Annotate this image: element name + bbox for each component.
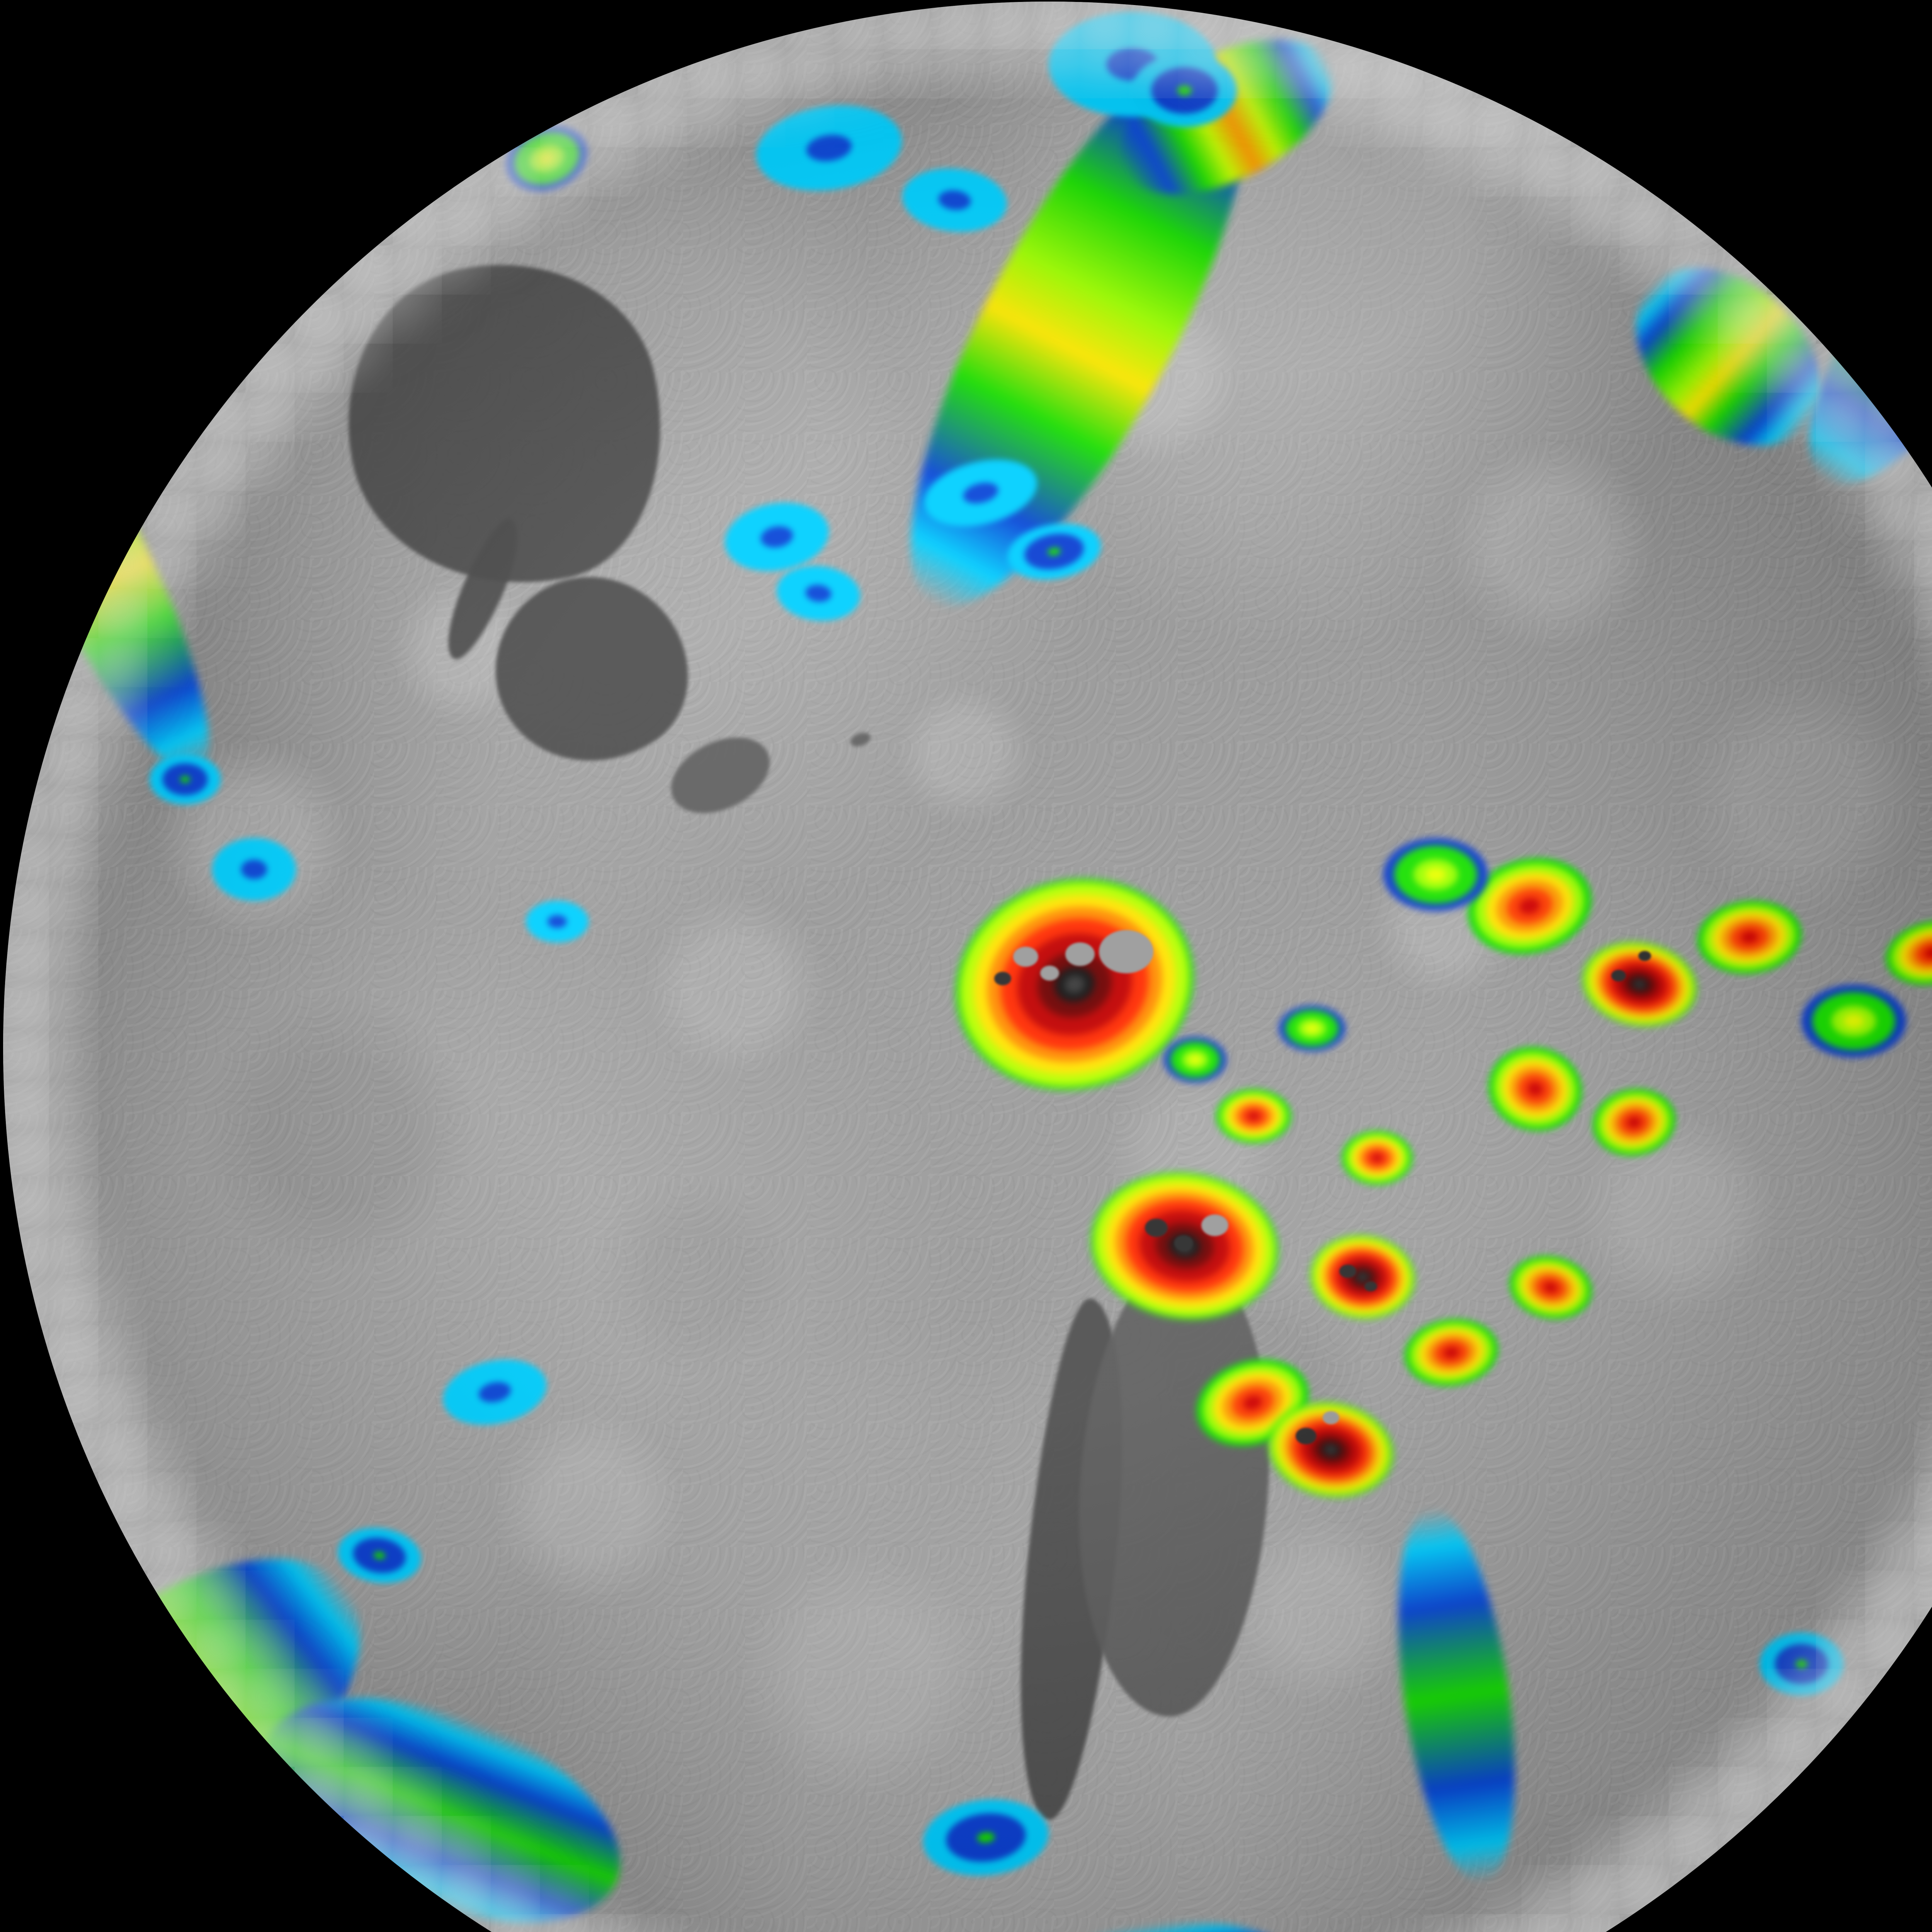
satellite-image-canvas [0,0,1932,1932]
earth-full-disk [3,2,1932,1932]
